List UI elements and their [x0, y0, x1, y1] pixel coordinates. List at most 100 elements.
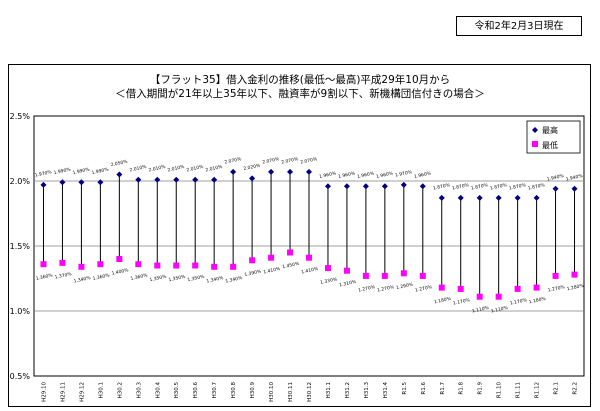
- low-rate-point: [230, 263, 237, 270]
- low-rate-label: 1.400%: [111, 267, 130, 277]
- high-rate-label: 1.960%: [338, 170, 357, 180]
- high-rate-label: 2.010%: [148, 164, 167, 174]
- x-tick-label: H30.5: [174, 382, 180, 399]
- high-rate-label: 2.070%: [224, 156, 243, 166]
- high-rate-point: [40, 181, 47, 188]
- high-rate-point: [324, 183, 331, 190]
- high-rate-point: [135, 176, 142, 183]
- low-rate-label: 1.340%: [73, 275, 92, 285]
- high-rate-point: [495, 194, 502, 201]
- x-tick-label: H30.3: [136, 382, 142, 399]
- low-rate-point: [514, 285, 521, 292]
- high-rate-label: 1.970%: [395, 169, 414, 179]
- chart-frame: [8, 64, 591, 407]
- x-tick-label: H30.11: [288, 382, 294, 402]
- low-rate-point: [419, 272, 426, 279]
- low-rate-label: 1.180%: [434, 296, 453, 306]
- low-rate-point: [476, 293, 483, 300]
- low-rate-label: 1.290%: [396, 281, 415, 291]
- high-rate-point: [552, 185, 559, 192]
- y-tick-label: 1.0%: [10, 307, 31, 316]
- high-rate-label: 1.960%: [414, 170, 433, 180]
- high-rate-label: 1.970%: [34, 169, 53, 179]
- low-rate-point: [97, 261, 104, 268]
- x-tick-label: R1.10: [497, 382, 503, 399]
- low-rate-point: [135, 261, 142, 268]
- high-rate-point: [362, 183, 369, 190]
- x-tick-label: H31.2: [345, 382, 351, 398]
- high-rate-label: 1.990%: [72, 166, 91, 176]
- high-rate-point: [78, 179, 85, 186]
- chart-title: 【フラット35】借入金利の推移(最低～最高)平成29年10月から: [149, 74, 451, 86]
- x-tick-label: H30.4: [155, 382, 161, 399]
- x-tick-label: H30.6: [193, 382, 199, 399]
- low-rate-label: 1.410%: [301, 266, 320, 276]
- high-rate-point: [192, 176, 199, 183]
- legend-low-marker: [532, 141, 538, 147]
- low-rate-label: 1.410%: [263, 266, 282, 276]
- date-stamp: 令和2年2月3日現在: [456, 16, 582, 36]
- high-rate-label: 2.010%: [186, 164, 205, 174]
- low-rate-point: [40, 261, 47, 268]
- chart-subtitle: ＜借入期間が21年以上35年以下、融資率が9割以下、新機構団信付きの場合＞: [115, 88, 485, 100]
- high-rate-label: 2.050%: [110, 159, 129, 169]
- low-rate-label: 1.370%: [54, 271, 73, 281]
- x-tick-label: H30.12: [307, 382, 313, 402]
- high-rate-label: 2.070%: [262, 156, 281, 166]
- x-tick-label: H31.3: [364, 382, 370, 399]
- low-rate-label: 1.170%: [452, 297, 471, 307]
- low-rate-label: 1.270%: [377, 284, 396, 294]
- high-rate-point: [571, 185, 578, 192]
- low-rate-point: [116, 256, 123, 262]
- high-rate-point: [381, 183, 388, 190]
- high-rate-point: [438, 194, 445, 201]
- y-tick-label: 2.0%: [10, 177, 31, 186]
- low-rate-label: 1.450%: [282, 261, 301, 271]
- low-rate-point: [343, 267, 350, 274]
- low-rate-point: [438, 284, 445, 291]
- y-tick-label: 1.5%: [10, 242, 31, 251]
- low-rate-label: 1.310%: [339, 279, 358, 289]
- low-rate-point: [400, 270, 407, 277]
- high-rate-point: [268, 168, 275, 175]
- x-tick-label: R1.11: [516, 382, 522, 398]
- x-tick-label: H29.11: [60, 382, 66, 402]
- low-rate-point: [173, 262, 180, 269]
- low-rate-label: 1.330%: [320, 276, 339, 286]
- high-rate-label: 2.010%: [167, 164, 186, 174]
- high-rate-point: [287, 168, 294, 175]
- x-tick-label: H29.10: [41, 382, 47, 402]
- legend-high-label: 最高: [542, 125, 558, 135]
- low-rate-point: [306, 254, 312, 261]
- low-rate-point: [362, 272, 369, 279]
- high-rate-point: [154, 176, 161, 183]
- x-tick-label: R1.7: [440, 382, 446, 395]
- y-tick-label: 0.5%: [10, 372, 31, 381]
- high-rate-label: 2.020%: [243, 163, 262, 173]
- low-rate-point: [287, 249, 294, 256]
- high-rate-label: 1.960%: [357, 170, 376, 180]
- x-tick-label: H30.8: [231, 382, 237, 399]
- high-rate-label: 1.960%: [376, 170, 395, 180]
- high-rate-label: 1.870%: [451, 182, 470, 192]
- x-tick-label: H30.7: [212, 382, 218, 399]
- high-rate-label: 1.940%: [565, 173, 584, 183]
- y-tick-label: 2.5%: [10, 112, 31, 121]
- low-rate-label: 1.350%: [187, 274, 206, 284]
- high-rate-point: [173, 176, 180, 183]
- x-tick-label: R1.8: [459, 382, 465, 395]
- x-tick-label: H29.12: [79, 382, 85, 402]
- low-rate-label: 1.110%: [490, 305, 509, 315]
- high-rate-label: 1.960%: [319, 170, 338, 180]
- low-rate-point: [192, 262, 199, 269]
- high-rate-point: [211, 176, 218, 183]
- low-rate-label: 1.360%: [35, 272, 54, 282]
- x-tick-label: H30.10: [269, 382, 275, 402]
- high-rate-point: [400, 181, 407, 188]
- high-rate-label: 1.870%: [470, 182, 489, 192]
- low-rate-label: 1.360%: [92, 272, 111, 282]
- low-rate-point: [268, 254, 275, 261]
- x-tick-label: R2.1: [554, 382, 560, 395]
- low-rate-label: 1.350%: [168, 274, 187, 284]
